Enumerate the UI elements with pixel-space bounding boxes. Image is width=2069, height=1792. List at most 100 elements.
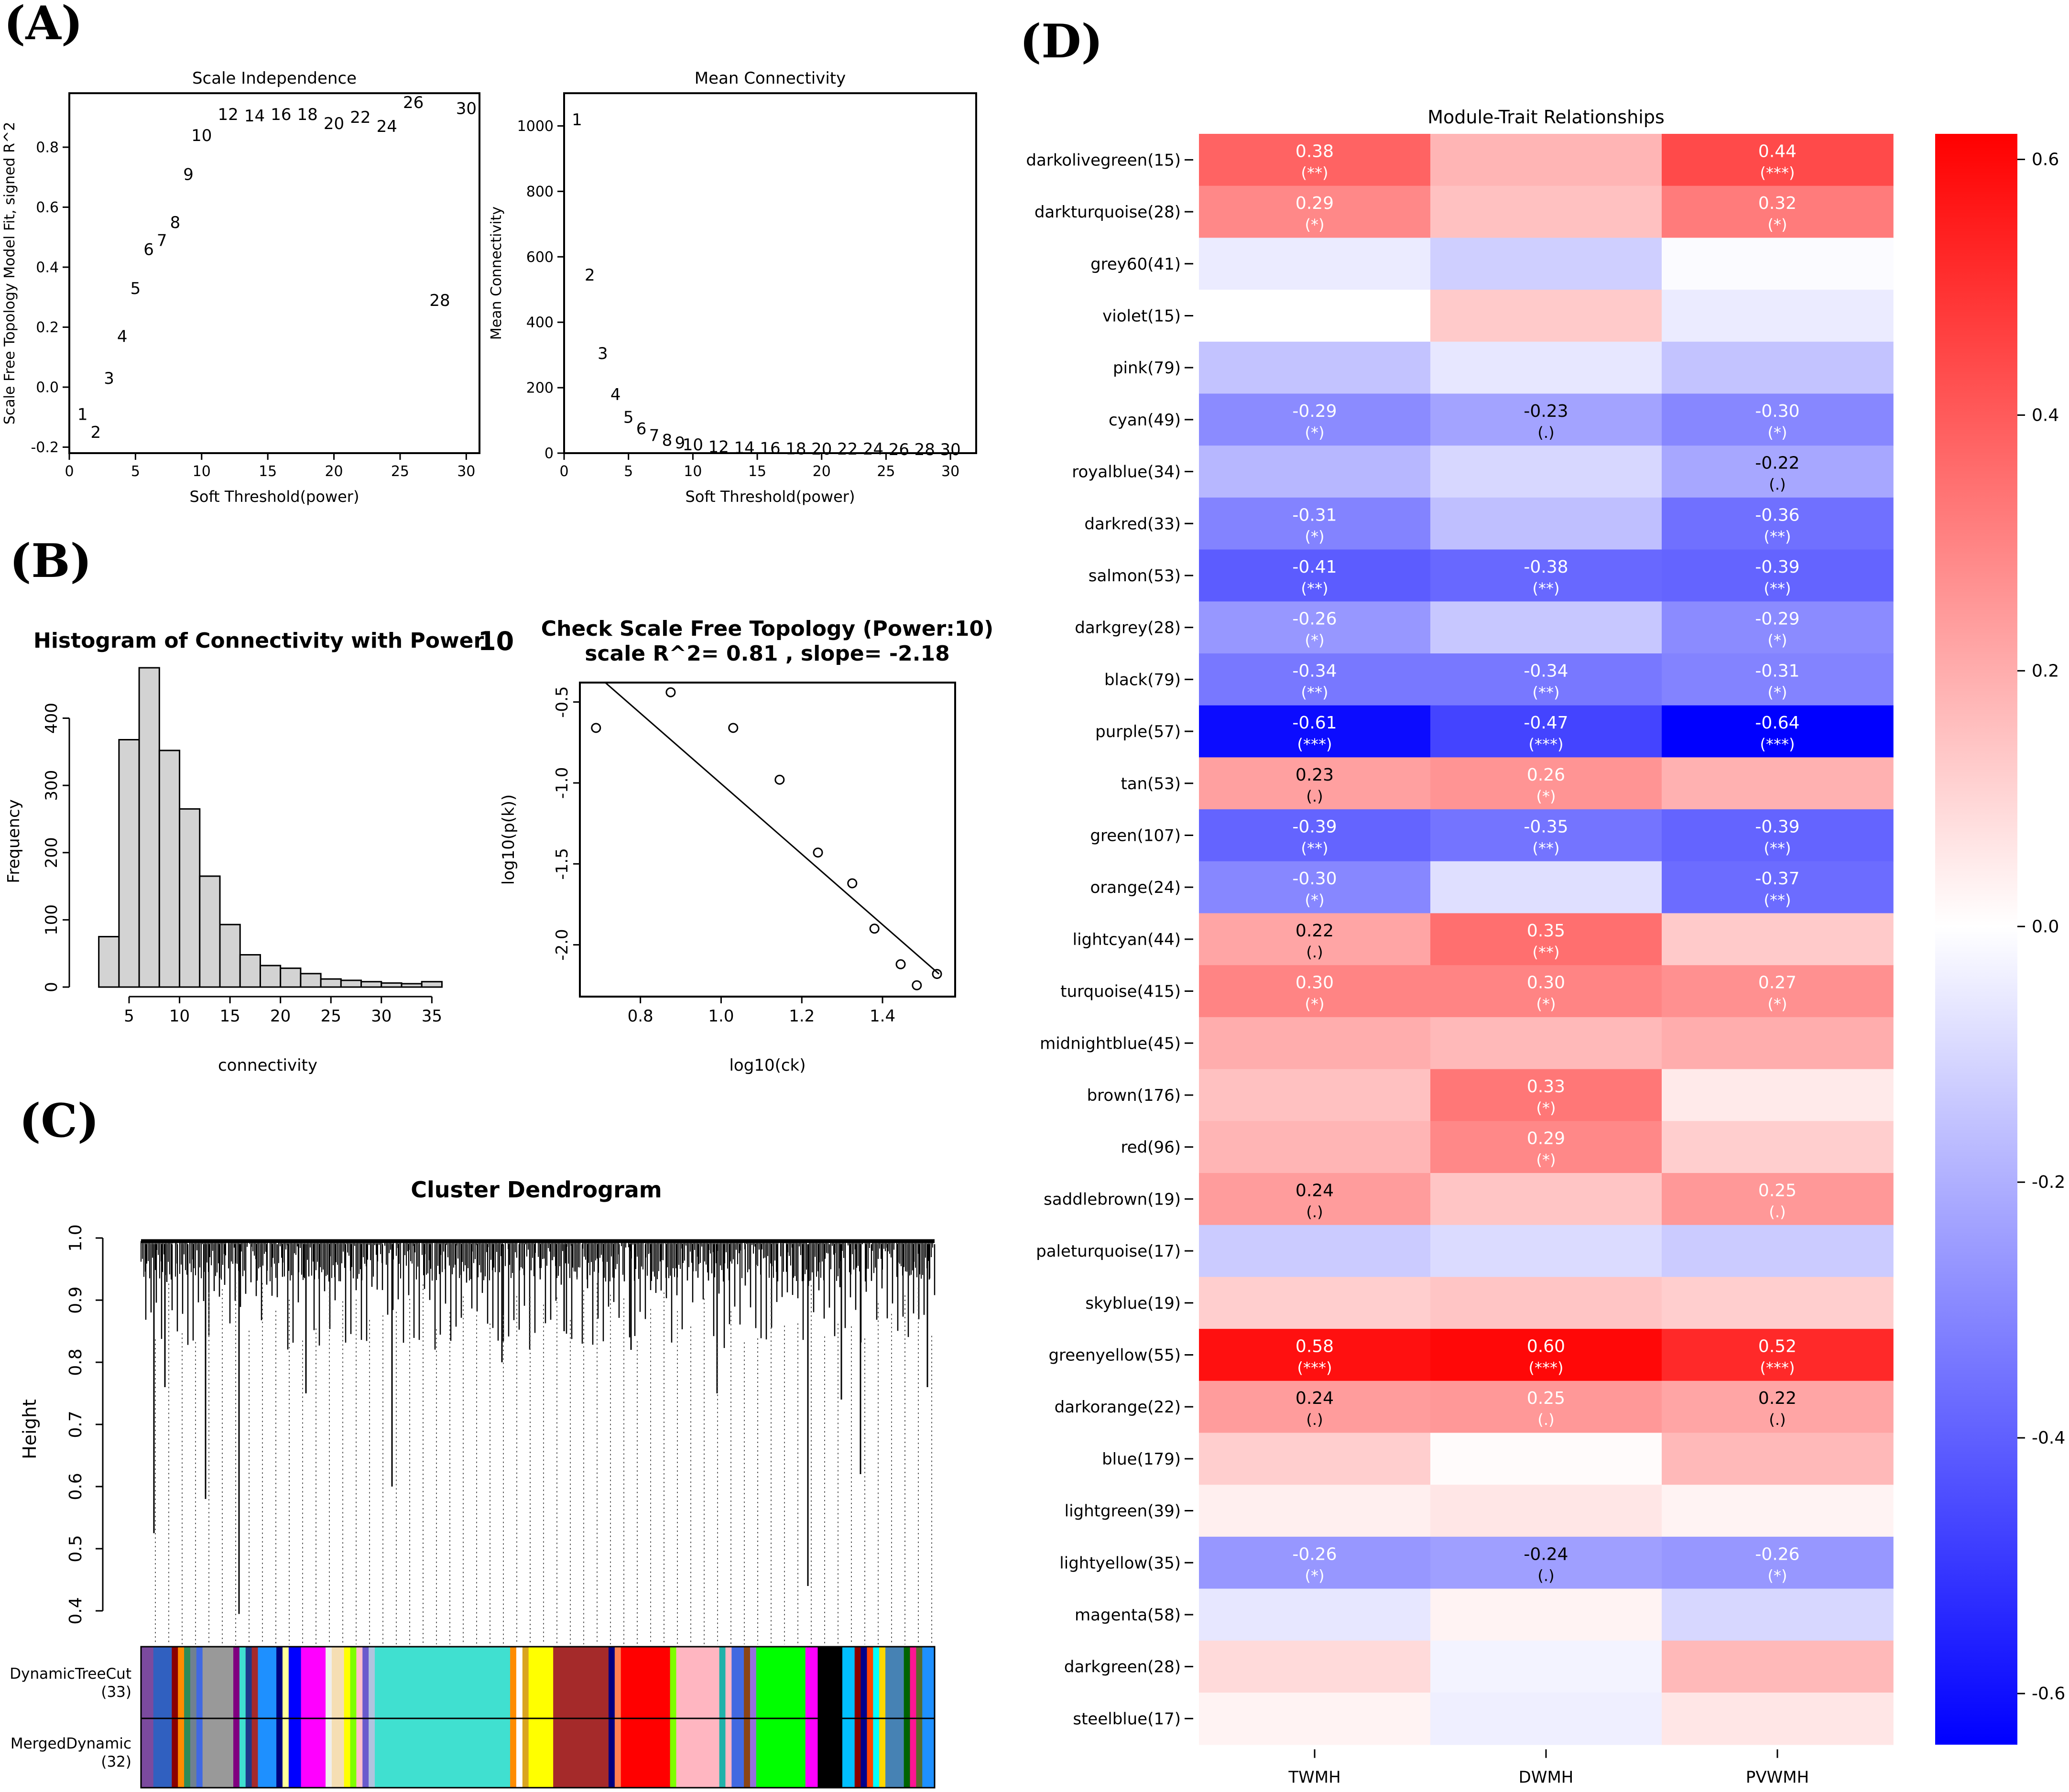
module-trait-heatmap-chart: Module-Trait Relationships darkolivegreen… <box>1026 107 2065 1787</box>
color-band-merged <box>301 1718 326 1788</box>
cell-significance: (*) <box>1768 683 1787 701</box>
colorbar-tick-label: 0.6 <box>2032 150 2059 169</box>
heatmap-cell <box>1662 393 1894 446</box>
histogram-bar <box>138 667 160 988</box>
heatmap-cell <box>1430 913 1662 966</box>
cell-significance: (.) <box>1769 1411 1786 1429</box>
y-tick-label: 800 <box>526 184 554 200</box>
scatter-point <box>774 774 785 785</box>
x-tick-label: 30 <box>371 1007 392 1026</box>
color-band-merged <box>817 1718 843 1788</box>
point-label: 8 <box>662 431 673 450</box>
histogram-bar <box>421 981 443 988</box>
heatmap-cell <box>1662 185 1894 239</box>
y-axis-label: Scale Free Topology Model Fit, signed R^… <box>1 122 18 424</box>
color-band-merged <box>196 1718 203 1788</box>
cell-value: 0.26 <box>1527 765 1565 785</box>
heatmap-cell <box>1662 1173 1894 1226</box>
row-label: darkorange(22) <box>1055 1398 1181 1417</box>
color-band-dynamic <box>301 1647 326 1718</box>
cell-significance: (*) <box>1536 995 1556 1013</box>
row-label: turquoise(415) <box>1060 982 1181 1001</box>
row-label: darkgrey(28) <box>1075 619 1181 638</box>
row-label: grey60(41) <box>1090 255 1181 274</box>
histogram-bar <box>320 978 342 988</box>
row-label: magenta(58) <box>1075 1606 1181 1625</box>
color-band-merged <box>860 1718 868 1788</box>
y-tick-label: 0.2 <box>36 319 59 336</box>
point-label: 28 <box>429 291 450 310</box>
y-tick-label: 0.7 <box>66 1411 86 1438</box>
heatmap-cell <box>1662 1329 1894 1381</box>
cell-value: 0.24 <box>1296 1389 1334 1408</box>
y-tick-label: 0 <box>544 445 554 462</box>
color-band-dynamic <box>331 1647 345 1718</box>
color-band-merged <box>885 1718 904 1788</box>
panel-label-d: (D) <box>1020 14 1103 68</box>
color-band-dynamic <box>344 1647 351 1718</box>
heatmap-cell <box>1430 1433 1662 1485</box>
row-label: brown(176) <box>1087 1086 1181 1105</box>
color-band-merged <box>344 1718 351 1788</box>
cell-value: 0.58 <box>1296 1336 1334 1356</box>
point-label: 2 <box>585 266 595 285</box>
cell-value: 0.24 <box>1296 1181 1334 1200</box>
heatmap-cell <box>1662 1640 1894 1693</box>
point-label: 7 <box>157 231 167 250</box>
color-band-merged <box>608 1718 615 1788</box>
heatmap-cell <box>1199 913 1431 966</box>
connectivity-histogram-chart: 5 10 15 20 25 30 35 0 100 200 300 400 Histogram of C… <box>4 626 514 1075</box>
color-band-merged <box>510 1718 517 1788</box>
point-label: 9 <box>675 434 686 453</box>
x-tick-label: 35 <box>422 1007 442 1026</box>
x-tick-label: 0 <box>559 463 568 480</box>
point-label: 22 <box>350 108 370 127</box>
chart-title: Histogram of Connectivity with Power: <box>33 629 492 653</box>
heatmap-cell <box>1662 809 1894 862</box>
color-band-dynamic <box>178 1647 185 1718</box>
histogram-bar <box>118 739 140 988</box>
point-label: 5 <box>623 408 634 427</box>
heatmap-cell <box>1199 238 1431 290</box>
colorbar-tick-label: -0.6 <box>2032 1684 2065 1704</box>
y-tick-label: 1.0 <box>66 1224 86 1251</box>
color-band-dynamic <box>245 1647 252 1718</box>
x-tick-label: 20 <box>270 1007 291 1026</box>
cell-value: -0.47 <box>1524 713 1568 733</box>
cell-value: -0.22 <box>1755 454 1799 473</box>
row-label: blue(179) <box>1102 1450 1181 1469</box>
y-axis-label: Mean Connectivity <box>488 206 505 340</box>
color-band-merged <box>719 1718 726 1788</box>
cell-significance: (*) <box>1305 424 1325 442</box>
heatmap-cell <box>1199 134 1431 186</box>
heatmap-cell <box>1199 341 1431 394</box>
point-label: 8 <box>170 213 181 232</box>
heatmap-cell <box>1662 1536 1894 1589</box>
y-tick-label: -2.0 <box>553 929 572 960</box>
chart-title: Check Scale Free Topology (Power:10) <box>541 617 993 641</box>
x-tick-label: 5 <box>131 463 140 480</box>
cell-value: -0.26 <box>1292 1544 1337 1564</box>
point-label: 3 <box>598 344 608 363</box>
heatmap-cell <box>1430 1640 1662 1693</box>
heatmap-cell <box>1199 1277 1431 1329</box>
cell-significance: (.) <box>1306 1411 1323 1429</box>
heatmap-cell <box>1199 290 1431 342</box>
color-band-merged <box>553 1718 609 1788</box>
scatter-point <box>869 923 880 934</box>
cell-value: 0.44 <box>1758 141 1797 161</box>
color-band-dynamic <box>614 1647 621 1718</box>
y-tick-label: 0.8 <box>36 139 59 156</box>
heatmap-cell <box>1662 913 1894 966</box>
cell-value: -0.34 <box>1292 661 1337 681</box>
heatmap-cell <box>1199 1173 1431 1226</box>
cell-significance: (.) <box>1769 1203 1786 1221</box>
heatmap-cell <box>1662 1277 1894 1329</box>
heatmap-cell <box>1199 653 1431 706</box>
point-label: 6 <box>143 240 154 259</box>
cell-value: -0.37 <box>1755 869 1799 889</box>
color-band-merged <box>744 1718 751 1788</box>
heatmap-cell <box>1199 445 1431 498</box>
cell-value: -0.30 <box>1292 869 1337 889</box>
